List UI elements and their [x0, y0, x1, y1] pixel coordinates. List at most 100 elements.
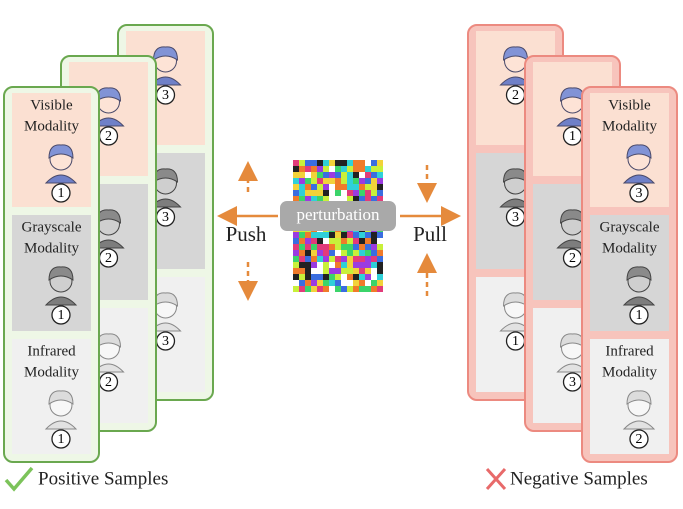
noise-cell — [305, 196, 311, 202]
noise-cell — [365, 262, 371, 268]
noise-cell — [335, 256, 341, 262]
noise-cell — [359, 160, 365, 166]
face-hair — [48, 266, 74, 281]
face-hair — [559, 87, 586, 102]
noise-cell — [365, 244, 371, 250]
noise-cell — [317, 268, 323, 274]
id-number: 1 — [57, 308, 64, 323]
noise-cell — [341, 262, 347, 268]
noise-cell — [329, 184, 335, 190]
noise-cell — [353, 250, 359, 256]
perturbation-badge — [280, 201, 396, 231]
noise-cell — [293, 274, 299, 280]
noise-cell — [329, 178, 335, 184]
noise-cell — [305, 238, 311, 244]
id-number: 2 — [105, 251, 112, 266]
noise-cell — [317, 172, 323, 178]
noise-cell — [347, 268, 353, 274]
noise-cell — [305, 244, 311, 250]
noise-cell — [299, 160, 305, 166]
noise-cell — [353, 232, 359, 238]
noise-cell — [329, 244, 335, 250]
noise-cell — [293, 184, 299, 190]
noise-cell — [371, 274, 377, 280]
modality-label: Modality — [602, 118, 657, 134]
noise-cell — [377, 262, 383, 268]
modality-label: Modality — [24, 240, 79, 256]
id-number: 1 — [635, 308, 642, 323]
id-number: 1 — [57, 432, 64, 447]
noise-cell — [377, 172, 383, 178]
face-hair — [48, 390, 74, 405]
noise-cell — [371, 250, 377, 256]
noise-cell — [341, 172, 347, 178]
noise-cell — [347, 232, 353, 238]
noise-cell — [347, 262, 353, 268]
noise-cell — [317, 286, 323, 292]
card-stacks: 3 3 3 2 2 2 Visible Modality 1 Grayscale Modality 1… — [3, 24, 678, 463]
noise-cell — [293, 250, 299, 256]
noise-cell — [311, 172, 317, 178]
noise-cell — [341, 250, 347, 256]
noise-cell — [323, 172, 329, 178]
noise-cell — [323, 244, 329, 250]
noise-cell — [329, 190, 335, 196]
noise-cell — [371, 184, 377, 190]
noise-cell — [305, 166, 311, 172]
noise-cell — [299, 274, 305, 280]
modality-label: Modality — [602, 364, 657, 380]
noise-cell — [317, 238, 323, 244]
noise-cell — [335, 250, 341, 256]
noise-cell — [335, 196, 341, 202]
modality-label: Visible — [608, 97, 651, 113]
noise-cell — [299, 172, 305, 178]
noise-cell — [365, 166, 371, 172]
noise-cell — [353, 256, 359, 262]
noise-cell — [347, 238, 353, 244]
noise-cell — [305, 178, 311, 184]
id-number: 2 — [569, 251, 576, 266]
noise-cell — [293, 232, 299, 238]
id-number: 3 — [635, 186, 642, 201]
noise-cell — [365, 280, 371, 286]
noise-cell — [293, 172, 299, 178]
id-number: 2 — [105, 375, 112, 390]
noise-cell — [371, 190, 377, 196]
noise-cell — [317, 160, 323, 166]
noise-cell — [335, 232, 341, 238]
noise-cell — [311, 274, 317, 280]
noise-cell — [371, 172, 377, 178]
noise-cell — [335, 178, 341, 184]
noise-cell — [329, 256, 335, 262]
push-label: Push — [226, 222, 267, 246]
noise-cell — [353, 274, 359, 280]
noise-cell — [311, 190, 317, 196]
noise-cell — [311, 166, 317, 172]
noise-cell — [329, 280, 335, 286]
noise-cell — [353, 244, 359, 250]
modality-label: Infrared — [605, 343, 654, 359]
id-number: 3 — [162, 210, 169, 225]
noise-cell — [371, 268, 377, 274]
noise-cell — [293, 190, 299, 196]
noise-cell — [353, 268, 359, 274]
noise-cell — [359, 232, 365, 238]
noise-cell — [317, 250, 323, 256]
noise-cell — [311, 160, 317, 166]
noise-cell — [341, 196, 347, 202]
face-hair — [626, 390, 652, 405]
id-number: 3 — [512, 210, 519, 225]
noise-cell — [323, 232, 329, 238]
noise-cell — [323, 250, 329, 256]
noise-cell — [371, 286, 377, 292]
id-number: 3 — [162, 334, 169, 349]
noise-cell — [347, 280, 353, 286]
noise-cell — [329, 166, 335, 172]
noise-cell — [299, 232, 305, 238]
noise-cell — [347, 256, 353, 262]
noise-cell — [341, 190, 347, 196]
modality-label: Grayscale — [600, 219, 660, 235]
noise-cell — [365, 160, 371, 166]
noise-cell — [365, 172, 371, 178]
